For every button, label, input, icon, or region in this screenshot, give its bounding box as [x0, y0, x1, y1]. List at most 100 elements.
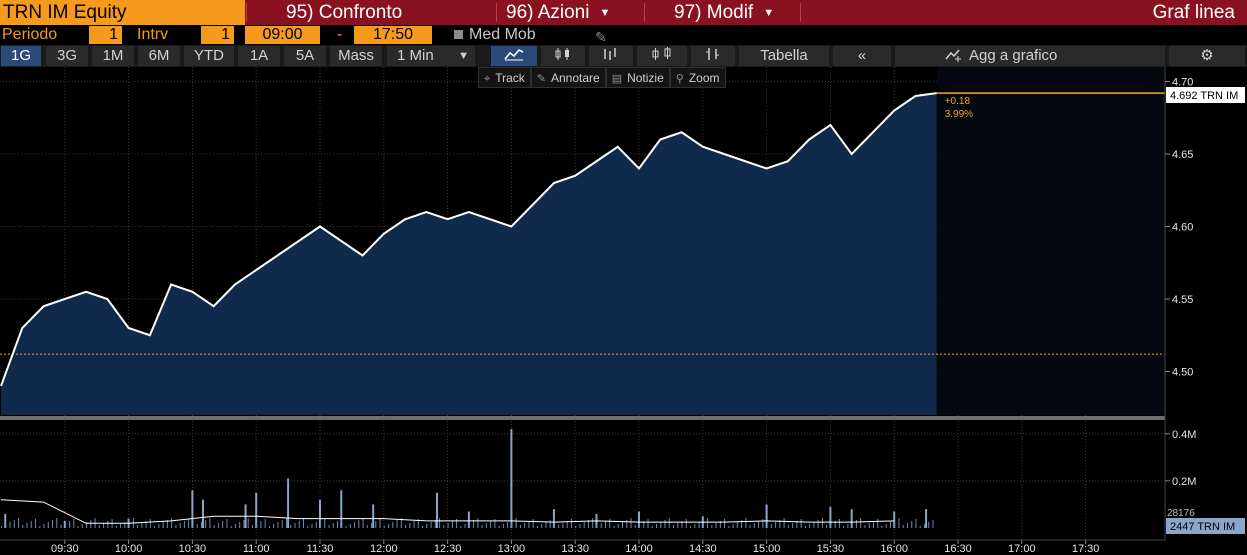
volume-bar: [213, 525, 215, 528]
volume-bar: [932, 520, 934, 528]
agg-label: Agg a grafico: [969, 47, 1058, 64]
volume-bar: [656, 524, 658, 528]
security-ticker[interactable]: TRN IM Equity: [0, 0, 245, 25]
zoom-tool[interactable]: ⚲ Zoom: [669, 67, 726, 88]
range-6m-button[interactable]: 6M: [138, 46, 180, 66]
volume-bar: [222, 521, 224, 528]
range-1g-button[interactable]: 1G: [1, 46, 41, 66]
line-chart-icon[interactable]: [491, 46, 537, 66]
azioni-menu[interactable]: 96) Azioni ▼: [506, 2, 611, 23]
tabella-button[interactable]: Tabella: [739, 46, 829, 66]
volume-bar: [673, 525, 675, 528]
price-tick-label: 4.60: [1172, 222, 1193, 234]
volume-bar: [724, 519, 726, 528]
volume-bar: [191, 490, 194, 528]
change-pct-label: 3.99%: [945, 109, 973, 120]
volume-bar: [400, 518, 402, 528]
volume-bar: [332, 523, 334, 528]
volume-bar: [889, 522, 891, 528]
notizie-tool[interactable]: ▤ Notizie: [605, 67, 670, 88]
modif-menu[interactable]: 97) Modif ▼: [674, 2, 775, 23]
settings-button[interactable]: ⚙: [1169, 46, 1245, 66]
volume-bar: [494, 519, 496, 528]
time-tick-label: 14:00: [625, 543, 653, 555]
pencil-icon[interactable]: ✎: [595, 29, 607, 45]
volume-bar: [515, 518, 517, 528]
volume-bar: [366, 525, 368, 528]
annotare-tool[interactable]: ✎ Annotare: [530, 67, 606, 88]
volume-bar: [741, 520, 743, 528]
volume-bar: [337, 521, 339, 528]
volume-bar: [409, 523, 411, 528]
volume-bar: [430, 522, 432, 528]
range-ytd-button[interactable]: YTD: [184, 46, 234, 66]
range-1a-button[interactable]: 1A: [238, 46, 280, 66]
range-5a-button[interactable]: 5A: [284, 46, 326, 66]
volume-bar: [273, 524, 275, 528]
end-time-field[interactable]: 17:50: [354, 26, 432, 44]
volume-bar: [779, 520, 781, 528]
periodo-field[interactable]: 1: [89, 26, 122, 44]
price-volume-chart[interactable]: +0.18 3.99% 4.70 4.65 4.60 4.55 4.50 0.4M 0.2…: [0, 67, 1247, 555]
hlc-icon[interactable]: [691, 46, 735, 66]
volume-bar: [73, 519, 75, 528]
time-tick-label: 17:30: [1072, 543, 1100, 555]
chart-type-title: Graf linea: [1152, 2, 1235, 23]
zoom-label: Zoom: [688, 71, 720, 85]
volume-bar: [490, 521, 492, 528]
volume-bar: [128, 520, 130, 528]
volume-bar: [600, 523, 602, 528]
volume-bar: [90, 520, 92, 528]
volume-bar: [149, 519, 151, 528]
volume-bar: [141, 523, 143, 528]
volume-bar: [315, 522, 317, 528]
volume-bar: [64, 523, 66, 528]
agg-a-grafico-button[interactable]: Agg a grafico: [895, 46, 1165, 66]
track-tool[interactable]: ⌖ Track: [478, 67, 531, 88]
range-1m-button[interactable]: 1M: [92, 46, 134, 66]
volume-bar: [477, 518, 479, 528]
volume-bar: [298, 521, 300, 528]
volume-bar: [13, 520, 15, 528]
candlestick-icon[interactable]: [541, 46, 585, 66]
volume-bar: [388, 524, 390, 528]
volume-bar: [52, 520, 54, 528]
intrv-field[interactable]: 1: [201, 26, 234, 44]
volume-bar: [485, 523, 487, 528]
volume-bar: [855, 520, 857, 528]
start-time-field[interactable]: 09:00: [245, 26, 320, 44]
panel-divider[interactable]: [0, 416, 1165, 420]
range-3g-button[interactable]: 3G: [46, 46, 88, 66]
volume-bar: [200, 522, 202, 528]
med-mob-toggle[interactable]: Med Mob: [454, 25, 536, 45]
interval-dropdown[interactable]: 1 Min ▼: [387, 46, 475, 66]
ohlc-icon[interactable]: [637, 46, 687, 66]
volume-bar: [617, 524, 619, 528]
volume-bar: [860, 518, 862, 528]
volume-bar: [188, 519, 190, 528]
confronto-button[interactable]: 95) Confronto: [286, 2, 403, 23]
volume-bar: [864, 525, 866, 528]
volume-bar: [826, 525, 828, 528]
volume-bar: [638, 511, 640, 528]
volume-bar: [651, 526, 653, 528]
collapse-button[interactable]: «: [833, 46, 891, 66]
volume-bar: [39, 526, 41, 528]
volume-bar: [243, 520, 245, 528]
time-tick-label: 16:00: [880, 543, 908, 555]
volume-bar: [311, 524, 313, 528]
period-settings: Periodo 1 Intrv 1 09:00 - 17:50 Med Mob …: [0, 25, 1247, 45]
toolbar: 1G 3G 1M 6M YTD 1A 5A Mass 1 Min ▼ Tabell…: [0, 45, 1247, 67]
volume-bar: [664, 520, 666, 528]
volume-bar: [281, 520, 283, 528]
volume-bar: [277, 522, 279, 528]
volume-bar: [877, 519, 879, 528]
volume-bar: [685, 519, 687, 528]
price-line: [0, 92, 937, 387]
bar-chart-icon[interactable]: [589, 46, 633, 66]
volume-bar: [324, 518, 326, 528]
range-mass-button[interactable]: Mass: [330, 46, 382, 66]
notizie-label: Notizie: [627, 71, 664, 85]
volume-bar: [260, 521, 262, 528]
volume-bar: [732, 524, 734, 528]
